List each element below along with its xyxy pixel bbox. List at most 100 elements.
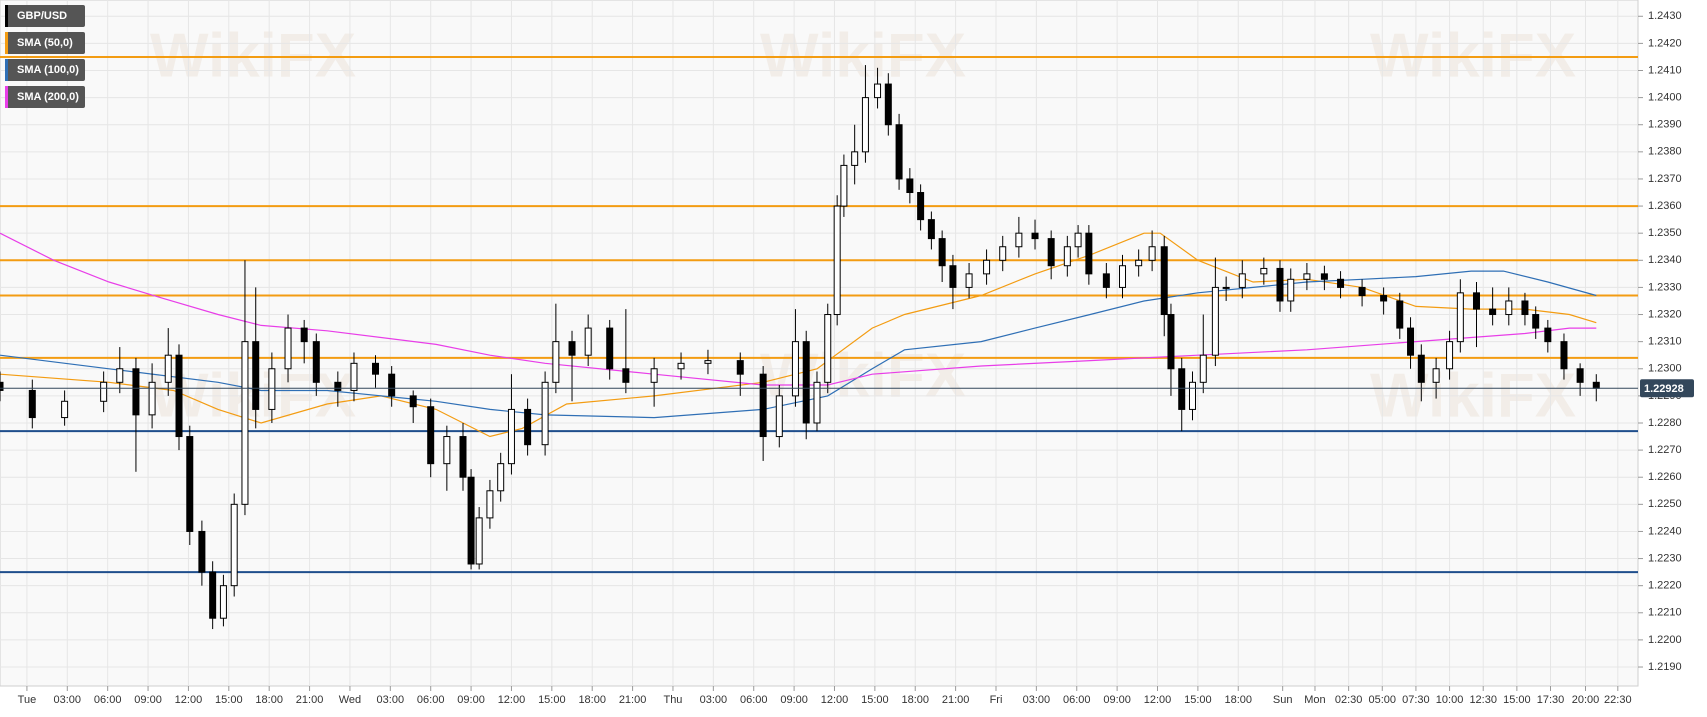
candle-body [219, 585, 227, 619]
candle-body [1407, 327, 1415, 356]
candle-body [1199, 354, 1207, 383]
candle-body [164, 354, 172, 383]
candle-body [824, 314, 832, 383]
x-tick-label: 22:30 [1604, 694, 1632, 706]
candle-body [148, 381, 156, 416]
legend-box [5, 5, 85, 27]
y-tick-label: 1.2200 [1648, 634, 1682, 646]
x-tick-label: 09:00 [457, 694, 485, 706]
candle-body [1303, 273, 1311, 280]
x-tick-label: 15:00 [538, 694, 566, 706]
candle-body [1031, 232, 1039, 240]
last-price-box [1640, 379, 1694, 398]
axes: 1.2190 1.2200 1.2210 1.2220 1.2230 1.2240 1.22… [0, 10, 1694, 706]
legend-label: SMA (200,0) [17, 91, 79, 103]
candle-body [622, 368, 630, 383]
candle-body [1148, 246, 1156, 261]
y-tick-label: 1.2320 [1648, 308, 1682, 320]
x-tick-label: 09:00 [1103, 694, 1131, 706]
candle-body [198, 530, 206, 573]
candle-body [524, 408, 532, 446]
candle-body [1074, 232, 1082, 248]
candle-body [775, 395, 783, 438]
candle-body [1063, 246, 1071, 267]
candle-body [334, 381, 342, 391]
x-tick-label: Tue [18, 694, 37, 706]
x-tick-label: 03:00 [377, 694, 405, 706]
x-tick-label: 02:30 [1335, 694, 1363, 706]
x-tick-label: 09:00 [780, 694, 808, 706]
candle-body [1015, 232, 1023, 248]
x-tick-label: 03:00 [54, 694, 82, 706]
candle-body [606, 327, 614, 370]
candle-body [372, 362, 380, 375]
candle-body [851, 151, 859, 166]
candle-body [300, 327, 308, 343]
candle-body [1489, 308, 1497, 316]
candle-body [999, 246, 1007, 261]
x-tick-label: Mon [1304, 694, 1325, 706]
candle-body [965, 273, 973, 288]
candle-body [427, 406, 435, 465]
candle-body [186, 436, 194, 532]
y-tick-label: 1.2220 [1648, 580, 1682, 592]
candle-body [459, 436, 467, 478]
legend-box [5, 32, 85, 54]
candle-body [802, 341, 810, 424]
x-tick-label: 07:30 [1402, 694, 1430, 706]
candle-body [132, 368, 140, 416]
y-tick-label: 1.2300 [1648, 363, 1682, 375]
x-tick-label: 06:00 [1063, 694, 1091, 706]
candle-body [1358, 286, 1366, 297]
y-tick-label: 1.2210 [1648, 607, 1682, 619]
x-tick-label: 21:00 [619, 694, 647, 706]
x-tick-label: 12:00 [821, 694, 849, 706]
x-tick-label: 12:30 [1469, 694, 1497, 706]
candle-body [100, 381, 108, 402]
x-tick-label: 05:00 [1369, 694, 1397, 706]
candle-body [677, 362, 685, 370]
watermark: WikiFX [150, 21, 356, 90]
x-tick-label: Sun [1273, 694, 1293, 706]
watermark: WikiFX [1370, 21, 1576, 90]
y-tick-label: 1.2310 [1648, 336, 1682, 348]
legend-label: GBP/USD [17, 10, 67, 22]
candle-body [895, 124, 903, 180]
candle-body [584, 327, 592, 356]
candle-body [1222, 286, 1230, 289]
y-tick-label: 1.2330 [1648, 281, 1682, 293]
candle-body [1085, 232, 1093, 275]
candle-body [1135, 259, 1143, 267]
candle-body [1576, 368, 1584, 383]
watermark: WikiFX [760, 21, 966, 90]
x-tick-label: 20:00 [1572, 694, 1600, 706]
x-tick-label: Fri [990, 694, 1003, 706]
x-tick-label: 03:00 [1023, 694, 1051, 706]
candle-body [1320, 273, 1328, 280]
candle-body [486, 490, 494, 519]
candle-body [1396, 300, 1404, 329]
y-tick-label: 1.2380 [1648, 146, 1682, 158]
x-tick-label: 12:00 [175, 694, 203, 706]
candle-body [1432, 368, 1440, 383]
candle-body [1119, 265, 1127, 288]
candle-body [1456, 292, 1464, 343]
candle-body [917, 192, 925, 221]
candle-body [1276, 267, 1284, 302]
x-tick-label: 12:00 [1144, 694, 1172, 706]
candle-body [388, 373, 396, 397]
candle-body [252, 341, 260, 410]
candle-body [28, 389, 36, 419]
y-tick-label: 1.2260 [1648, 471, 1682, 483]
candle-body [1047, 238, 1055, 267]
sma-line [0, 270, 1597, 419]
candle-body [1178, 368, 1186, 410]
candle-body [1211, 286, 1219, 356]
y-tick-label: 1.2370 [1648, 173, 1682, 185]
x-tick-label: Wed [339, 694, 361, 706]
legend-box [5, 59, 85, 81]
candle-body [1472, 292, 1480, 310]
x-tick-label: 21:00 [296, 694, 324, 706]
y-tick-label: 1.2230 [1648, 552, 1682, 564]
candle-body [1102, 273, 1110, 288]
